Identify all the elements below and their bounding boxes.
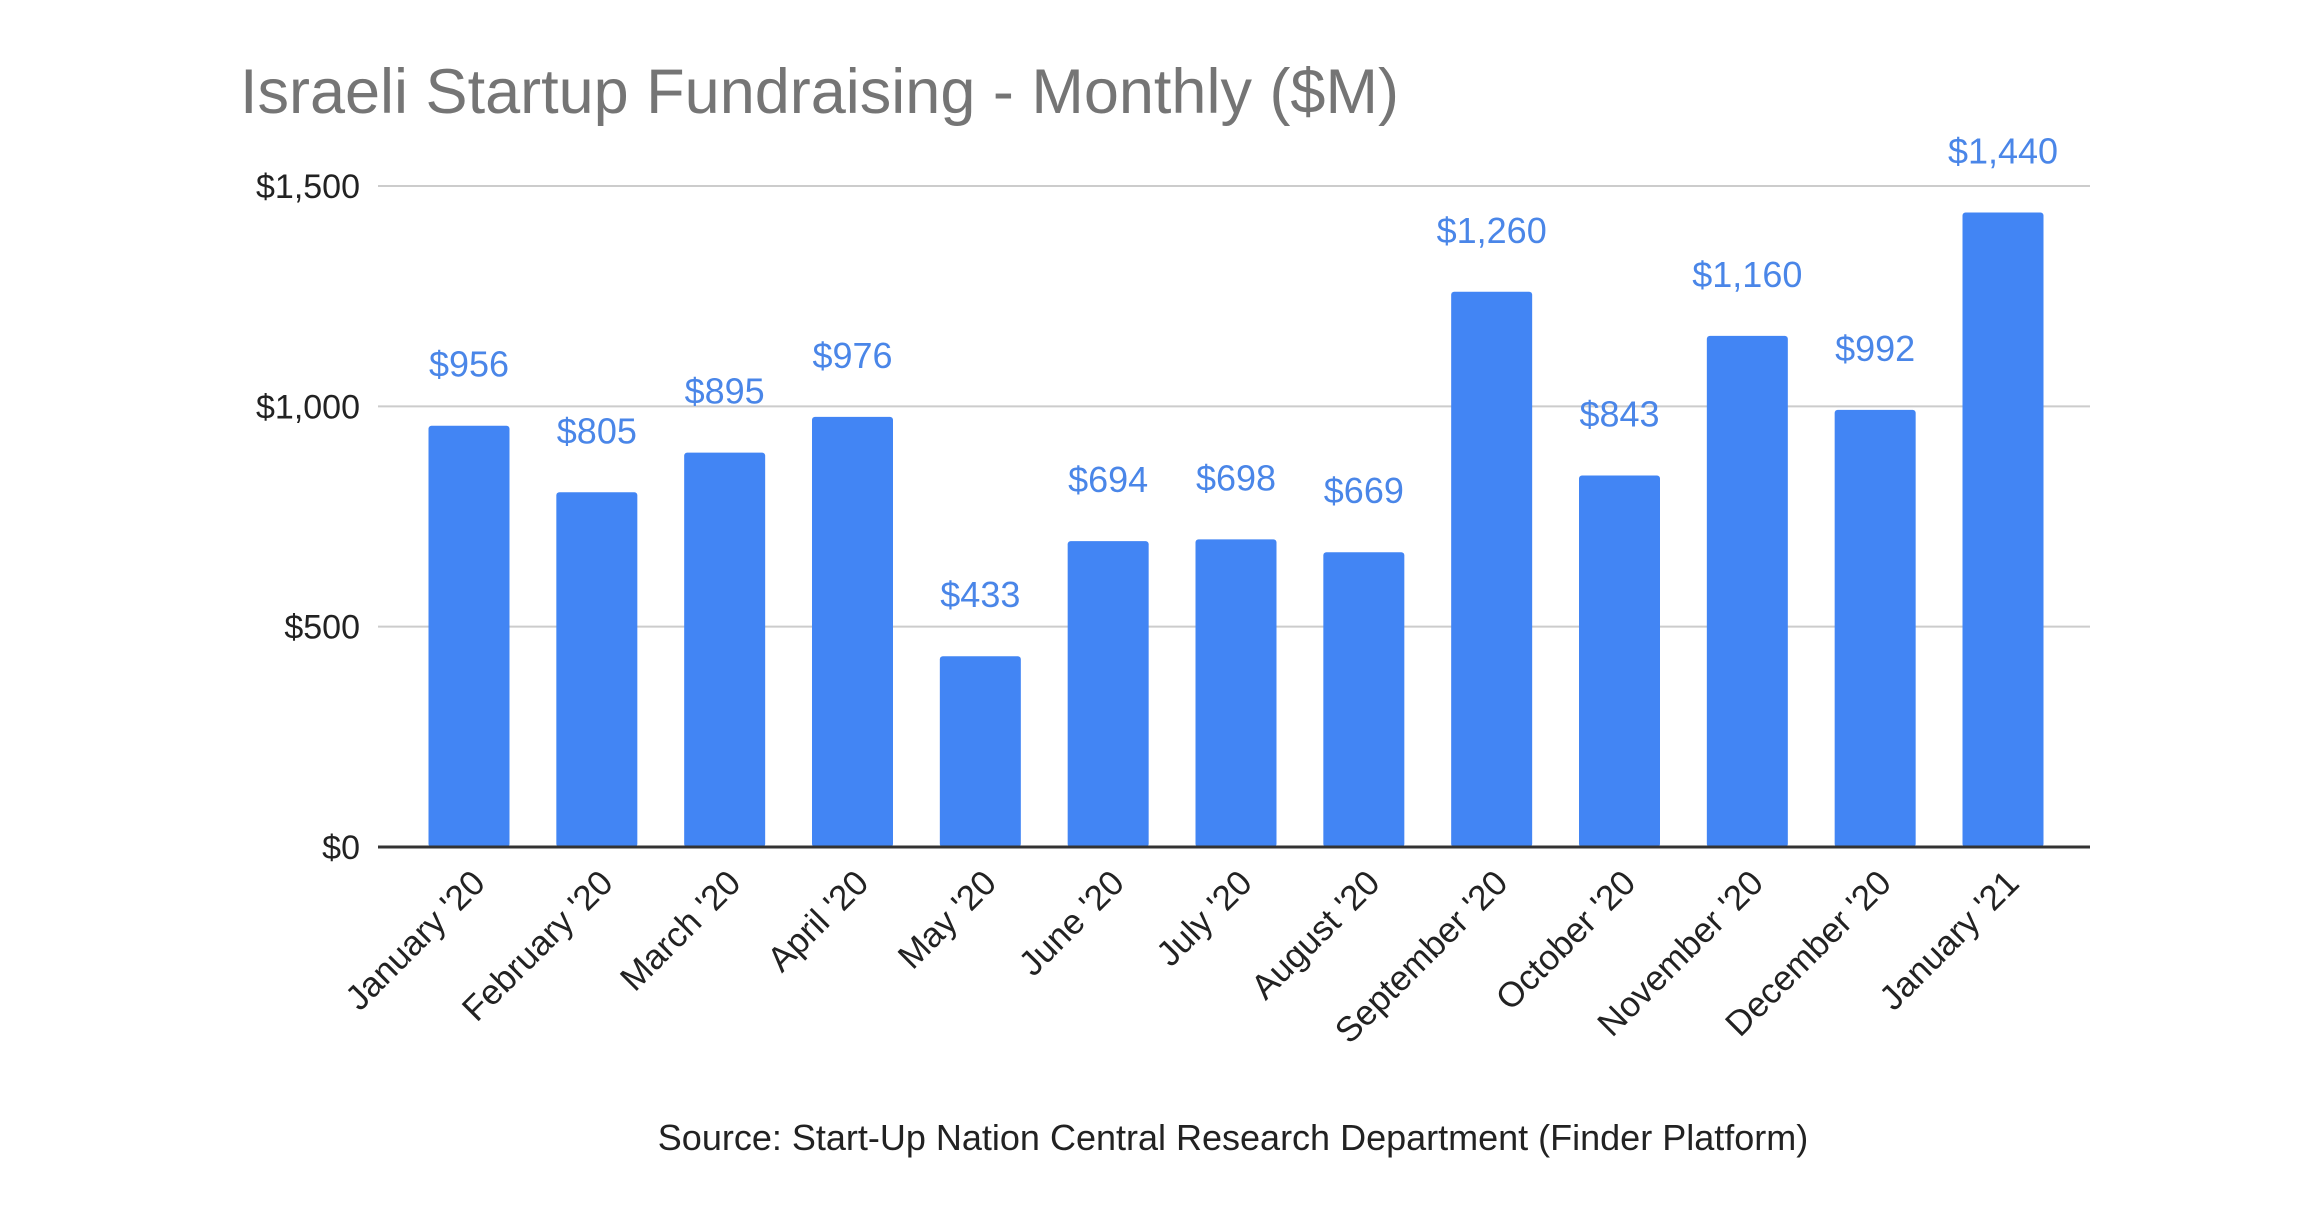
data-label: $1,160 [1692,254,1802,295]
x-tick-label: May '20 [891,863,1004,976]
data-label: $805 [557,410,637,451]
x-tick-label: January '21 [1872,863,2027,1018]
bar [684,452,766,847]
data-label: $895 [685,371,765,412]
bar [556,492,638,847]
data-label: $698 [1196,457,1276,498]
bar [1706,335,1788,847]
data-label: $433 [940,574,1020,615]
data-labels: $956 $805 $895 $976 $433 $694 $698 $669 $1,260 $8… [429,130,2058,615]
data-label: $956 [429,344,509,385]
chart-title: Israeli Startup Fundraising - Monthly ($… [240,57,1399,127]
bar [939,656,1021,847]
data-label: $694 [1068,459,1148,500]
y-tick-label: $1,000 [256,388,360,426]
bars [428,212,2044,847]
bar [1579,475,1660,847]
bar [1323,552,1405,847]
y-tick-label: $0 [322,829,360,867]
data-label: $1,440 [1948,130,2058,171]
y-axis-tick-labels: $0 $500 $1,000 $1,500 [256,168,360,867]
bar [1067,541,1149,847]
data-label: $976 [812,335,892,376]
x-tick-label: March '20 [613,863,748,998]
data-label: $669 [1324,470,1404,511]
bar [1451,291,1533,847]
y-tick-label: $500 [284,609,360,647]
bar [1962,212,2044,847]
bar [812,416,893,847]
bar [428,425,510,847]
x-tick-label: June '20 [1011,863,1131,983]
y-tick-label: $1,500 [256,168,360,206]
source-note: Source: Start-Up Nation Central Research… [658,1117,1808,1158]
bar [1195,539,1277,847]
x-tick-label: July '20 [1149,863,1260,974]
x-tick-label: April '20 [760,863,876,979]
bar [1834,409,1916,847]
data-label: $1,260 [1437,210,1547,251]
data-label: $992 [1835,328,1915,369]
data-label: $843 [1579,394,1659,435]
